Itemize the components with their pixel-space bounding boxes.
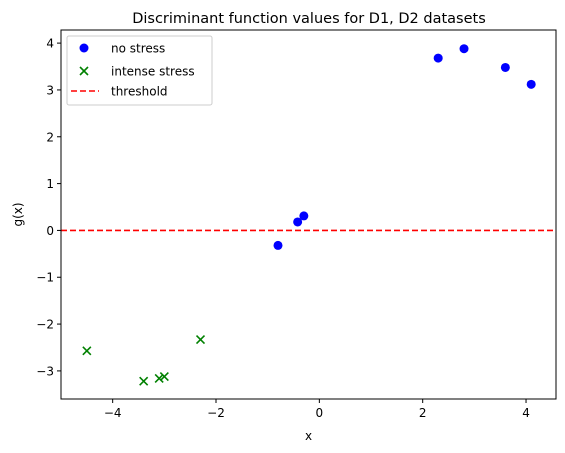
no-stress-point bbox=[433, 53, 443, 63]
intense-stress-point bbox=[82, 346, 92, 356]
no-stress-point bbox=[299, 211, 309, 221]
chart-title: Discriminant function values for D1, D2 … bbox=[132, 11, 486, 27]
y-tick-label: 1 bbox=[46, 177, 54, 191]
x-axis-label: x bbox=[305, 429, 312, 443]
legend-label-threshold: threshold bbox=[111, 85, 168, 99]
intense-stress-point bbox=[154, 373, 164, 383]
x-tick-label: 0 bbox=[316, 406, 324, 420]
legend-label-intense-stress: intense stress bbox=[111, 65, 195, 79]
legend-label-no-stress: no stress bbox=[111, 42, 165, 56]
y-tick-label: 0 bbox=[46, 224, 54, 238]
y-tick-label: −1 bbox=[36, 271, 54, 285]
x-tick-label: 2 bbox=[419, 406, 427, 420]
no-stress-point bbox=[459, 44, 469, 54]
y-tick-label: −3 bbox=[36, 364, 54, 378]
no-stress-point bbox=[293, 217, 303, 227]
y-axis-label: g(x) bbox=[11, 202, 25, 226]
axis-ticks: −4 −2 0 2 4 −3 −2 −1 0 1 2 3 4 bbox=[36, 37, 530, 420]
intense-stress-point bbox=[139, 376, 149, 386]
y-tick-label: 3 bbox=[46, 83, 54, 97]
y-tick-label: 2 bbox=[46, 130, 54, 144]
legend-marker-no-stress bbox=[79, 43, 89, 53]
no-stress-point bbox=[500, 62, 510, 72]
x-tick-label: −4 bbox=[104, 406, 122, 420]
y-tick-label: 4 bbox=[46, 37, 54, 51]
x-tick-label: −2 bbox=[207, 406, 225, 420]
legend-marker-intense-stress bbox=[79, 66, 89, 76]
data-points bbox=[82, 44, 536, 386]
no-stress-point bbox=[526, 79, 536, 89]
intense-stress-point bbox=[159, 371, 169, 382]
x-tick-label: 4 bbox=[522, 406, 530, 420]
no-stress-point bbox=[273, 240, 283, 250]
y-tick-label: −2 bbox=[36, 318, 54, 332]
legend: no stress intense stress threshold bbox=[66, 35, 213, 106]
intense-stress-point bbox=[195, 334, 206, 345]
legend-box bbox=[66, 35, 213, 106]
plot-frame bbox=[60, 29, 557, 400]
